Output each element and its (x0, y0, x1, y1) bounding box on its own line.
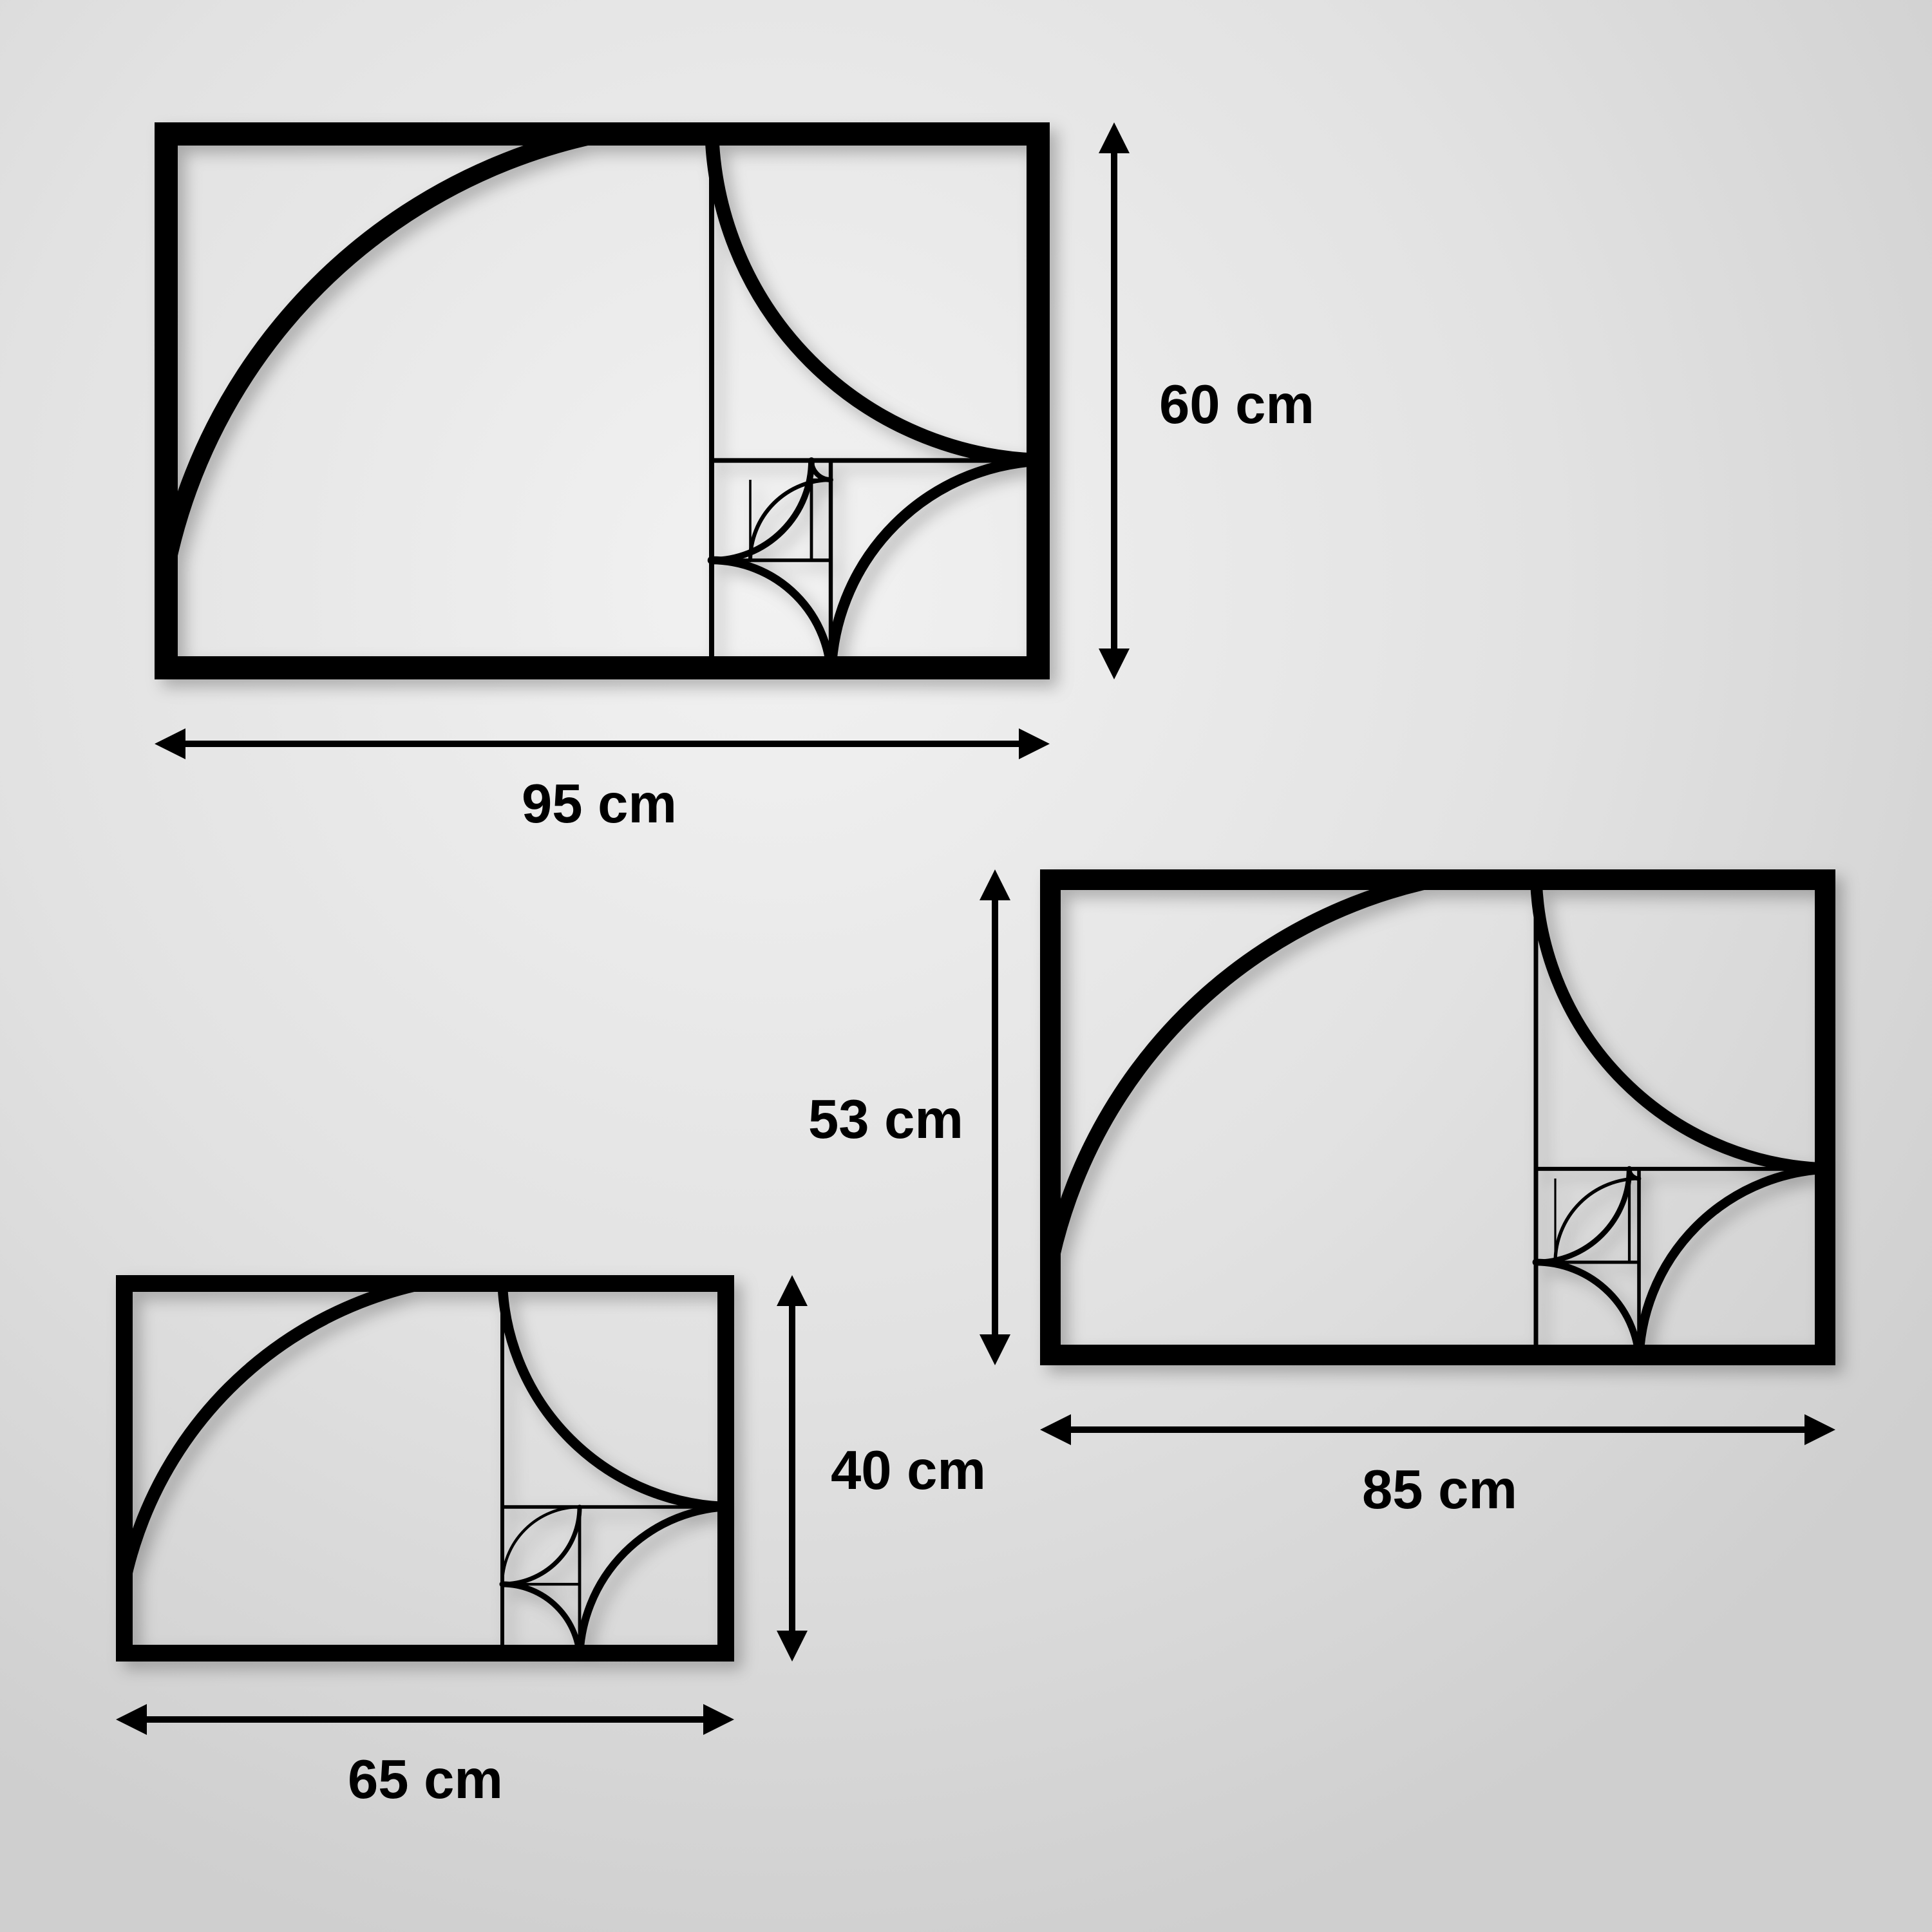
panel-medium: 53 cm 85 cm (873, 869, 1903, 1546)
dim-arrow-horizontal-medium (1040, 1410, 1835, 1449)
width-label-large: 95 cm (522, 773, 677, 836)
panel-large: 60 cm 95 cm (155, 122, 1249, 831)
panel-small: 40 cm 65 cm (116, 1275, 1018, 1855)
golden-spiral-large (155, 122, 1050, 679)
dim-arrow-vertical-small (773, 1275, 811, 1662)
height-label-medium: 53 cm (808, 1088, 963, 1151)
dim-arrow-vertical-large (1095, 122, 1133, 679)
golden-spiral-small (116, 1275, 734, 1662)
width-label-small: 65 cm (348, 1748, 503, 1812)
width-label-medium: 85 cm (1362, 1459, 1517, 1522)
height-label-small: 40 cm (831, 1439, 986, 1502)
height-label-large: 60 cm (1159, 374, 1314, 437)
dim-arrow-horizontal-large (155, 724, 1050, 763)
dim-arrow-horizontal-small (116, 1700, 734, 1739)
golden-spiral-medium (1040, 869, 1835, 1365)
